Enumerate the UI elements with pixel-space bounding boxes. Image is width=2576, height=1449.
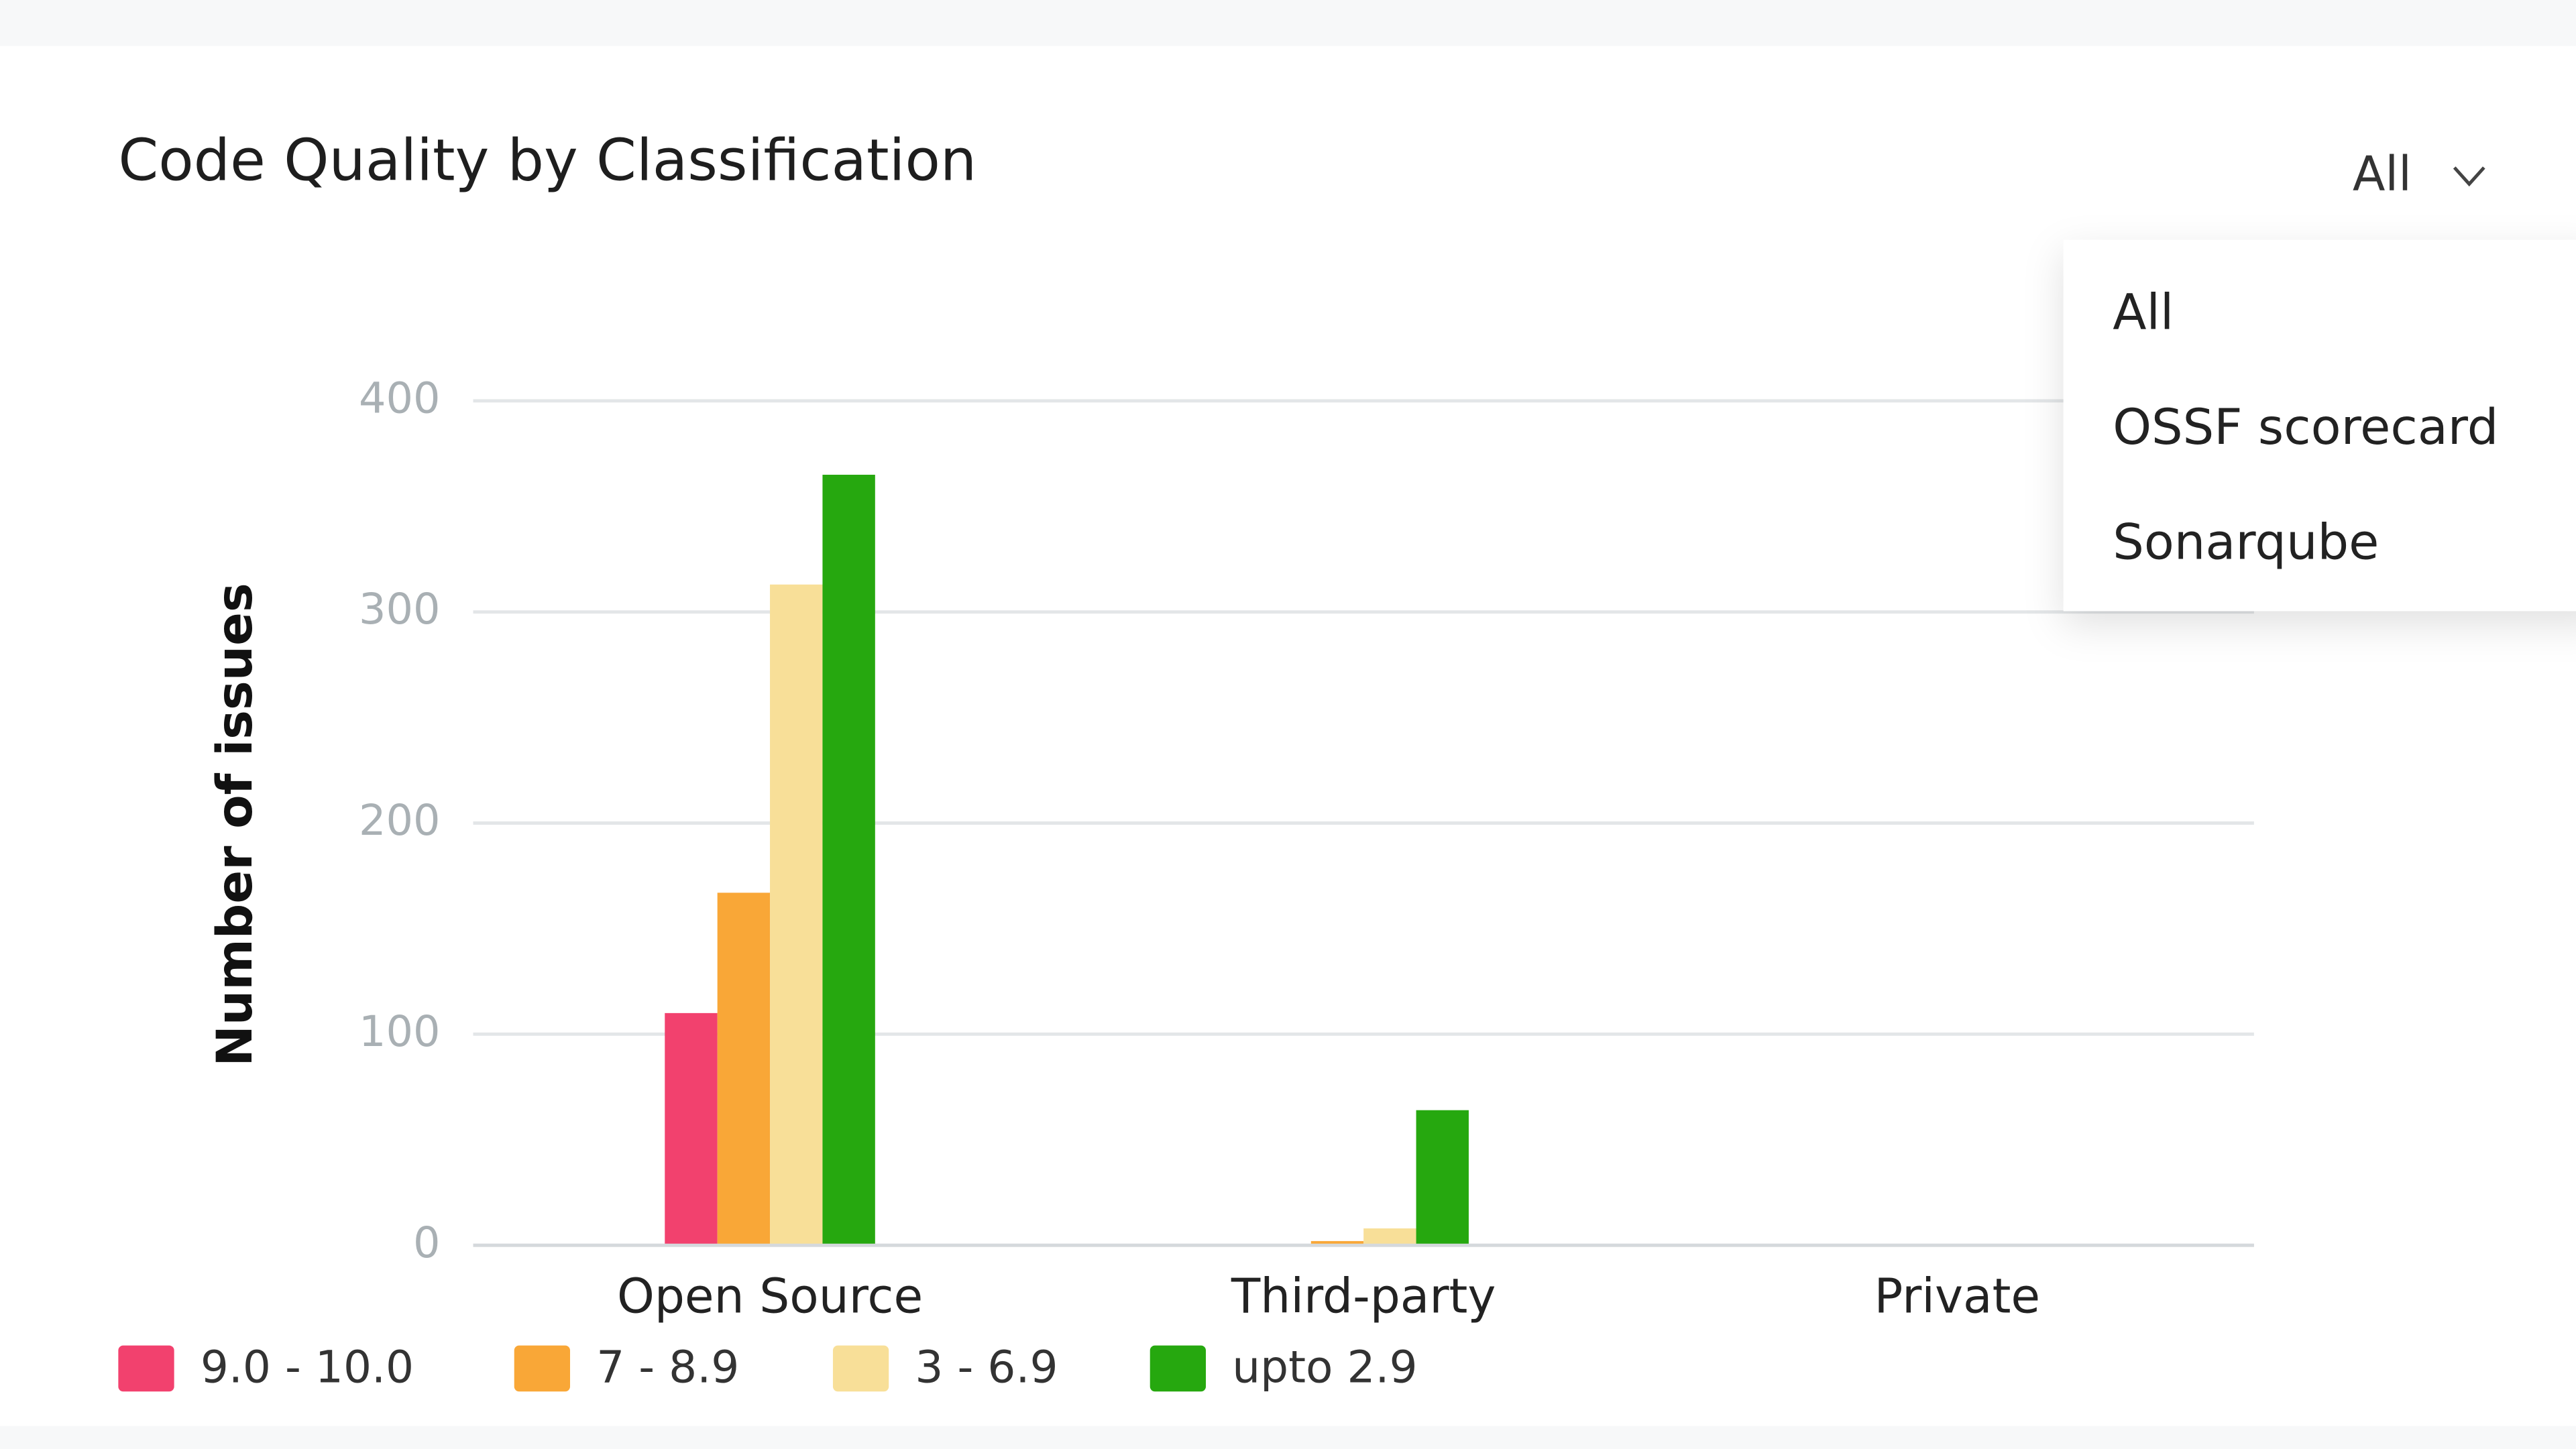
y-tick-label: 0 <box>413 1218 441 1268</box>
bar <box>1310 1240 1364 1246</box>
legend-label[interactable]: 3 - 6.9 <box>915 1341 1058 1393</box>
y-tick-label: 300 <box>359 585 441 634</box>
bar <box>665 1012 718 1246</box>
legend-label[interactable]: upto 2.9 <box>1232 1341 1417 1393</box>
dropdown-chevron[interactable] <box>2453 166 2485 187</box>
dropdown-selected[interactable]: All <box>2353 146 2412 202</box>
legend-label[interactable]: 7 - 8.9 <box>596 1341 739 1393</box>
legend-swatch[interactable] <box>514 1345 571 1392</box>
bar <box>770 584 823 1246</box>
legend-swatch[interactable] <box>832 1345 889 1392</box>
dropdown-option[interactable]: OSSF scorecard <box>2113 399 2498 456</box>
y-axis-label: Number of issues <box>207 583 264 1066</box>
x-tick-label: Open Source <box>617 1269 923 1324</box>
legend-label[interactable]: 9.0 - 10.0 <box>201 1341 414 1393</box>
chart-title: Code Quality by Classification <box>118 127 976 194</box>
bar <box>717 892 771 1246</box>
dropdown-option[interactable]: Sonarqube <box>2113 514 2379 571</box>
dropdown-menu <box>2063 239 2576 612</box>
dropdown-option[interactable]: All <box>2113 284 2174 341</box>
bar <box>822 475 875 1246</box>
y-tick-label: 100 <box>359 1007 441 1057</box>
bar <box>1363 1228 1416 1246</box>
legend-swatch[interactable] <box>1150 1345 1207 1392</box>
legend-swatch[interactable] <box>118 1345 174 1392</box>
y-tick-label: 400 <box>359 373 441 423</box>
x-tick-label: Private <box>1874 1269 2041 1324</box>
y-tick-label: 200 <box>359 796 441 846</box>
x-tick-label: Third-party <box>1231 1269 1496 1324</box>
bar <box>1416 1110 1469 1246</box>
